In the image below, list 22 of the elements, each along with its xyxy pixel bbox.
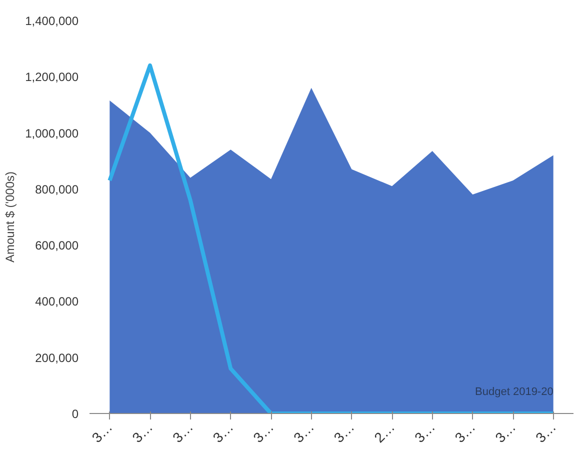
y-tick-label: 1,200,000 xyxy=(25,70,79,84)
y-tick-label: 200,000 xyxy=(35,350,79,365)
y-axis-title: Amount $ ('000s) xyxy=(3,171,18,262)
x-tick-label: 3… xyxy=(290,418,317,446)
x-tick-label: 3… xyxy=(88,418,116,446)
x-tick-label: 3… xyxy=(210,418,236,446)
y-tick-label: 400,000 xyxy=(35,294,79,309)
series-label: Budget 2019-20 xyxy=(475,386,554,398)
y-tick-label: 600,000 xyxy=(35,238,79,253)
y-tick-label: 1,000,000 xyxy=(25,126,79,140)
y-tick-label: 800,000 xyxy=(35,182,79,196)
x-tick-label: 3… xyxy=(411,418,438,446)
y-tick-label: 1,400,000 xyxy=(25,14,79,28)
x-tick-label: 3… xyxy=(128,418,156,446)
y-tick-label: 0 xyxy=(72,407,79,421)
x-tick-label: 3… xyxy=(532,418,559,446)
x-tick-label: 2… xyxy=(370,418,398,446)
x-tick-label: 3… xyxy=(169,418,196,446)
x-tick-label: 3… xyxy=(492,418,519,446)
x-tick-label: 3… xyxy=(330,418,358,446)
x-tick-label: 3… xyxy=(250,418,277,446)
x-tick-label: 3… xyxy=(452,418,478,446)
